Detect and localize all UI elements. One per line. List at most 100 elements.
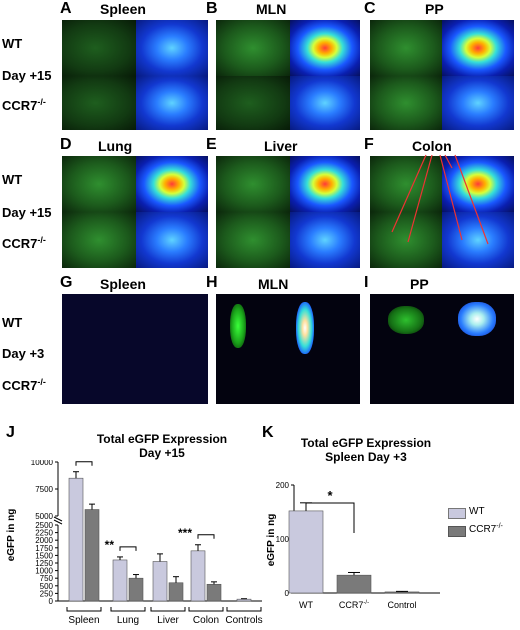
bar <box>336 574 372 594</box>
significance-label: ** <box>105 538 115 552</box>
panel-title-a: Spleen <box>100 1 146 17</box>
row-label-day3: Day +3 <box>2 346 45 361</box>
y-tick-label: 7500 <box>35 485 53 494</box>
y-tick-label: 2250 <box>35 529 53 538</box>
image-c-wt-gfp <box>370 20 442 76</box>
panel-letter-k: K <box>262 424 274 441</box>
pp-heat-spot <box>458 302 496 336</box>
image-d-wt-heat <box>136 156 208 212</box>
image-i <box>370 294 514 404</box>
legend-swatch-wt <box>448 508 466 519</box>
y-axis-label: eGFP in ng <box>6 509 17 562</box>
legend-swatch-ko <box>448 526 466 537</box>
panel-title-i: PP <box>410 276 429 292</box>
y-tick-label: 10000 <box>31 460 54 467</box>
category-label: Lung <box>117 615 139 626</box>
image-f-wt-heat <box>442 156 514 212</box>
panel-title-c: PP <box>425 1 444 17</box>
arrow-line <box>439 154 463 241</box>
y-tick-label: 1000 <box>35 567 53 576</box>
y-tick-label: 2500 <box>35 521 53 530</box>
y-tick-label: 1750 <box>35 544 53 553</box>
y-tick-label: 0 <box>285 589 290 598</box>
axis-break-mark <box>53 519 63 525</box>
category-bracket <box>226 607 262 612</box>
y-tick-label: 1250 <box>35 559 53 568</box>
category-label: Colon <box>193 615 219 626</box>
panel-letter-h: H <box>206 274 218 291</box>
bar-ko <box>206 583 222 602</box>
bar-wt <box>68 477 84 602</box>
row-label-ko-2: CCR7-/- <box>2 235 46 251</box>
image-a-wt-heat <box>136 20 208 76</box>
image-e-ko-gfp <box>216 212 290 268</box>
panel-letter-c: C <box>364 0 376 17</box>
image-a-wt-gfp <box>62 20 136 76</box>
bar <box>384 591 420 594</box>
chart-k-subtitle: Spleen Day +3 <box>325 450 407 464</box>
image-c-ko-gfp <box>370 76 442 130</box>
row-label-day15-2: Day +15 <box>2 205 52 220</box>
y-tick-label: 250 <box>40 589 54 598</box>
panel-title-d: Lung <box>98 138 133 154</box>
panel-letter-g: G <box>60 274 73 291</box>
panel-letter-d: D <box>60 136 72 153</box>
image-d-ko-heat <box>136 212 208 268</box>
cat-ko-sup: -/- <box>363 600 369 606</box>
y-tick-label: 5000 <box>35 512 53 521</box>
bar-wt <box>190 550 206 602</box>
image-d-wt-gfp <box>62 156 136 212</box>
chart-j: 0250500750100012501500175020002250250050… <box>6 460 263 626</box>
ko-base: CCR7 <box>2 98 38 113</box>
bar-ko <box>84 509 100 602</box>
cat-ko-base: CCR7 <box>339 600 364 610</box>
image-a-ko-heat <box>136 76 208 130</box>
panel-letter-e: E <box>206 136 217 153</box>
colon-arrows <box>391 154 489 245</box>
significance-label: *** <box>178 526 192 540</box>
y-tick-label: 750 <box>40 574 54 583</box>
y-tick-label: 2000 <box>35 536 53 545</box>
image-b-wt-gfp <box>216 20 290 76</box>
significance-label: * <box>65 460 70 467</box>
significance-bracket <box>75 461 93 466</box>
category-label: WT <box>299 600 313 610</box>
category-label: Liver <box>157 615 179 626</box>
panel-title-h: MLN <box>258 276 289 292</box>
panel-title-b: MLN <box>256 1 287 17</box>
bar-wt <box>236 598 252 602</box>
category-bracket <box>66 607 102 612</box>
chart-k-title: Total eGFP Expression <box>300 436 432 450</box>
ko-base: CCR7 <box>2 236 38 251</box>
bar-wt <box>112 559 128 602</box>
ko-sup: -/- <box>37 97 46 107</box>
significance-label: * <box>327 488 333 503</box>
image-c-ko-heat <box>442 76 514 130</box>
y-axis-label: eGFP in ng <box>266 514 277 567</box>
image-f-ko-gfp <box>370 212 442 268</box>
y-tick-label: 100 <box>276 535 290 544</box>
arrow-line <box>454 154 489 245</box>
legend-label-ko: CCR7-/- <box>469 523 503 535</box>
legend: WT CCR7-/- <box>448 506 518 546</box>
image-b-wt-heat <box>290 20 360 76</box>
image-d-ko-gfp <box>62 212 136 268</box>
mln-heat-spot <box>296 302 314 354</box>
panel-letter-a: A <box>60 0 72 17</box>
bar <box>288 510 324 594</box>
panel-letter-f: F <box>364 136 374 153</box>
bar-ko <box>168 582 184 602</box>
category-bracket <box>188 607 224 612</box>
ko-sup: -/- <box>37 377 46 387</box>
image-e-ko-heat <box>290 212 360 268</box>
row-label-wt-3: WT <box>2 315 23 330</box>
category-bracket <box>110 607 146 612</box>
image-e-wt-gfp <box>216 156 290 212</box>
row-label-wt-2: WT <box>2 172 23 187</box>
arrow-line <box>444 154 453 169</box>
row-label-day15-1: Day +15 <box>2 68 52 83</box>
panel-title-f: Colon <box>412 138 452 154</box>
arrow-line <box>391 154 427 233</box>
significance-bracket <box>119 546 137 551</box>
panel-title-g: Spleen <box>100 276 146 292</box>
